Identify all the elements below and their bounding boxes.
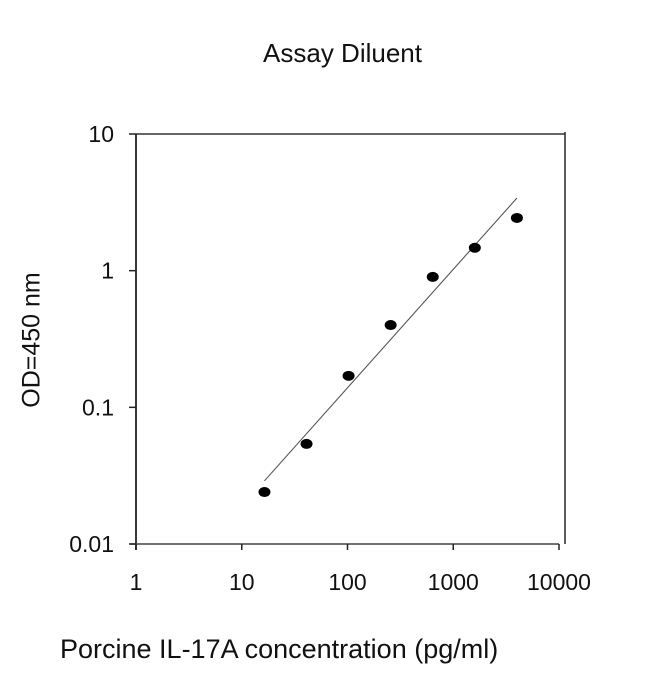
data-point — [510, 212, 523, 223]
data-point — [426, 271, 439, 282]
y-tick-label: 0.1 — [82, 394, 114, 420]
x-axis-label: Porcine IL-17A concentration (pg/ml) — [60, 634, 499, 664]
y-tick-label: 0.01 — [69, 531, 114, 557]
y-tick-label: 10 — [88, 121, 114, 147]
x-tick-label: 1 — [130, 569, 143, 595]
data-point — [468, 242, 481, 253]
data-point — [384, 320, 397, 331]
chart-title: Assay Diluent — [263, 38, 422, 68]
x-tick-label: 100 — [328, 569, 366, 595]
x-tick-label: 10 — [229, 569, 255, 595]
x-tick-label: 10000 — [527, 569, 591, 595]
y-tick-label: 1 — [101, 258, 114, 284]
regression-line — [264, 197, 518, 482]
data-point — [342, 370, 355, 381]
data-point — [258, 487, 271, 498]
x-tick-label: 1000 — [428, 569, 479, 595]
data-point — [300, 438, 313, 449]
